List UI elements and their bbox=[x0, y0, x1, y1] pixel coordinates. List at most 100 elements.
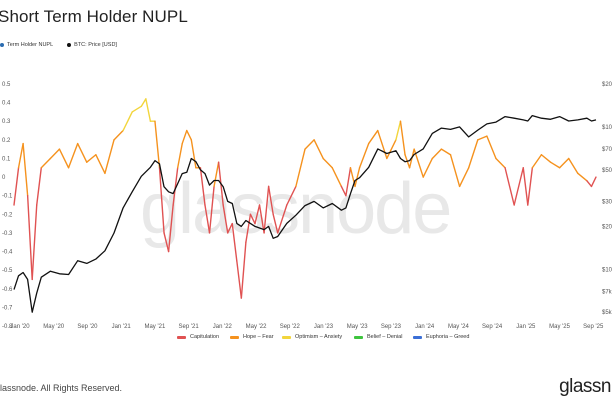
nupl-segment bbox=[240, 241, 247, 299]
legend-label-nupl: Term Holder NUPL bbox=[7, 42, 54, 48]
x-tick-label: Jan '22 bbox=[213, 324, 233, 330]
nupl-segment bbox=[399, 120, 406, 156]
nupl-segment bbox=[40, 157, 52, 169]
x-tick-label: May '23 bbox=[347, 324, 368, 330]
x-tick-label: May '20 bbox=[43, 324, 64, 330]
nupl-segment bbox=[395, 120, 402, 141]
nupl-segment bbox=[590, 176, 597, 188]
y-left-tick-label: -0.6 bbox=[2, 287, 13, 293]
nupl-segment bbox=[504, 167, 515, 206]
y-right-tick-label: $20 bbox=[602, 224, 613, 230]
nupl-segment bbox=[231, 222, 238, 262]
legend-item-price[interactable]: BTC: Price [USD] bbox=[67, 42, 117, 48]
nupl-segment bbox=[549, 161, 561, 169]
y-right-tick-label: $30 bbox=[602, 199, 613, 205]
nupl-segment bbox=[26, 194, 33, 281]
zone-legend-hope-fear[interactable]: Hope – Fear bbox=[230, 334, 274, 340]
nupl-segment bbox=[213, 161, 220, 188]
y-right-tick-label: $7k bbox=[602, 289, 613, 295]
x-tick-label: Sep '20 bbox=[77, 324, 98, 330]
nupl-segment bbox=[227, 222, 233, 234]
nupl-segment bbox=[477, 135, 488, 141]
x-tick-label: May '25 bbox=[549, 324, 570, 330]
x-tick-label: Jan '24 bbox=[415, 324, 435, 330]
zone-legend-optimism-anxiety[interactable]: Optimism – Anxiety bbox=[282, 334, 342, 340]
y-right-tick-label: $5k bbox=[602, 310, 613, 316]
nupl-segment bbox=[358, 142, 370, 169]
y-left-tick-label: 0.5 bbox=[2, 82, 11, 88]
zone-legend-belief-denial[interactable]: Belief – Denial bbox=[354, 334, 402, 340]
nupl-segment bbox=[76, 142, 88, 163]
nupl-segment bbox=[258, 204, 265, 234]
nupl-segment bbox=[458, 167, 470, 188]
x-tick-label: Jan '21 bbox=[112, 324, 132, 330]
nupl-segment bbox=[17, 142, 24, 169]
y-right-tick-label: $20 bbox=[602, 82, 613, 88]
y-left-tick-label: 0.4 bbox=[2, 101, 11, 107]
nupl-segment bbox=[36, 167, 42, 206]
nupl-segment bbox=[13, 167, 20, 206]
legend-dot-nupl bbox=[0, 43, 4, 47]
y-right-tick-label: $50 bbox=[602, 168, 613, 174]
nupl-segment bbox=[558, 157, 570, 169]
nupl-segment bbox=[122, 111, 133, 132]
zone-legend-euphoria-greed[interactable]: Euphoria – Greed bbox=[413, 334, 469, 340]
y-left-tick-label: -0.1 bbox=[2, 194, 13, 200]
nupl-segment bbox=[222, 204, 229, 234]
nupl-segment bbox=[145, 98, 152, 122]
zone-label-optimism-anxiety: Optimism – Anxiety bbox=[295, 334, 343, 340]
nupl-segment bbox=[354, 167, 361, 188]
nupl-segment bbox=[86, 154, 97, 163]
y-right-tick-label: $70 bbox=[602, 147, 613, 153]
btc-price-line bbox=[13, 114, 597, 313]
x-tick-label: Sep '22 bbox=[280, 324, 301, 330]
y-left-tick-label: -0.5 bbox=[2, 268, 13, 274]
nupl-segment bbox=[440, 148, 452, 156]
x-tick-label: Sep '25 bbox=[583, 324, 604, 330]
y-left-tick-label: -0.7 bbox=[2, 305, 13, 311]
nupl-segment bbox=[113, 129, 124, 141]
nupl-segment bbox=[140, 98, 147, 108]
nupl-segment bbox=[249, 213, 256, 225]
legend-item-nupl[interactable]: Term Holder NUPL bbox=[0, 42, 53, 48]
nupl-segment bbox=[104, 139, 115, 175]
zone-legend-capitulation[interactable]: Capitulation bbox=[177, 334, 219, 340]
copyright: lassnode. All Rights Reserved. bbox=[0, 383, 123, 393]
y-left-tick-label: 0.2 bbox=[2, 138, 11, 144]
nupl-segment bbox=[513, 167, 524, 206]
nupl-segment bbox=[422, 157, 434, 178]
nupl-segment bbox=[154, 120, 161, 169]
nupl-segment bbox=[313, 139, 324, 160]
nupl-segment bbox=[204, 204, 211, 234]
nupl-segment bbox=[522, 167, 529, 206]
top-legend: Term Holder NUPL BTC: Price [USD] bbox=[0, 42, 117, 48]
nupl-segment bbox=[236, 260, 243, 299]
page-title: Short Term Holder NUPL bbox=[0, 7, 188, 26]
nupl-segment bbox=[331, 167, 343, 188]
nupl-segment bbox=[586, 180, 593, 188]
nupl-segment bbox=[22, 142, 29, 197]
nupl-segment bbox=[208, 185, 215, 234]
nupl-segment bbox=[304, 139, 315, 150]
x-tick-label: May '22 bbox=[246, 324, 267, 330]
nupl-segment bbox=[186, 129, 193, 141]
nupl-segment bbox=[58, 148, 70, 169]
zone-swatch-belief-denial bbox=[354, 335, 363, 339]
y-left-tick-label: 0.3 bbox=[2, 119, 11, 125]
y-right-tick-label: $10 bbox=[602, 125, 613, 131]
y-left-tick-label: -0.8 bbox=[2, 324, 13, 330]
nupl-segment bbox=[277, 204, 288, 234]
nupl-segment bbox=[431, 148, 443, 160]
x-tick-label: Jan '25 bbox=[516, 324, 536, 330]
nupl-segment bbox=[131, 105, 143, 113]
nupl-segment bbox=[172, 167, 179, 206]
x-tick-label: Sep '24 bbox=[482, 324, 503, 330]
nupl-segment bbox=[199, 167, 206, 206]
nupl-segment bbox=[267, 185, 274, 216]
nupl-segment bbox=[377, 129, 388, 160]
nupl-segment bbox=[322, 157, 333, 169]
zone-swatch-optimism-anxiety bbox=[282, 335, 291, 339]
nupl-segment bbox=[540, 154, 552, 163]
nupl-segment bbox=[568, 157, 579, 175]
